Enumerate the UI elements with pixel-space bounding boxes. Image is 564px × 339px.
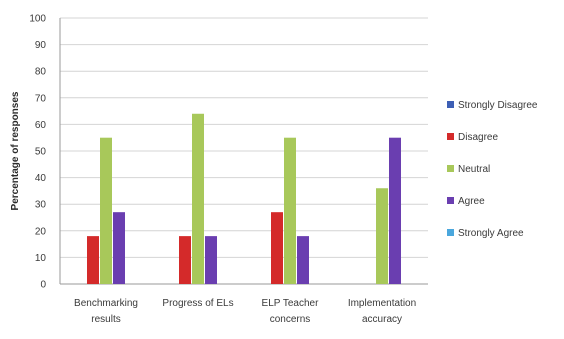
y-tick-label: 20: [35, 226, 47, 237]
legend-swatch: [447, 101, 454, 108]
y-axis-title: Percentage of responses: [10, 91, 21, 210]
bar-disagree: [271, 212, 283, 284]
y-tick-label: 30: [35, 200, 47, 211]
legend-label: Strongly Disagree: [458, 100, 538, 111]
legend-swatch: [447, 229, 454, 236]
y-tick-label: 80: [35, 67, 47, 78]
category-label: accuracy: [362, 314, 402, 325]
bar-neutral: [192, 113, 204, 284]
y-tick-label: 10: [35, 253, 47, 264]
legend-label: Disagree: [458, 132, 498, 143]
category-label: Progress of ELs: [162, 298, 233, 309]
category-labels: Benchmarking results Progress of ELs ELP Te…: [74, 298, 416, 325]
legend-swatch: [447, 165, 454, 172]
y-tick-labels: 0 10 20 30 40 50 60 70 80 90 100: [29, 14, 46, 291]
bar-neutral: [376, 188, 388, 284]
bar-agree: [113, 212, 125, 284]
bars: [87, 113, 401, 284]
legend-label: Agree: [458, 196, 485, 207]
y-tick-label: 40: [35, 173, 47, 184]
category-label: concerns: [270, 314, 311, 325]
bar-neutral: [100, 137, 112, 284]
y-tick-label: 100: [29, 14, 46, 25]
legend-label: Neutral: [458, 164, 490, 175]
bar-agree: [297, 236, 309, 284]
bar-disagree: [179, 236, 191, 284]
legend-label: Strongly Agree: [458, 228, 524, 239]
bar-agree: [205, 236, 217, 284]
y-tick-label: 50: [35, 147, 47, 158]
y-tick-label: 60: [35, 120, 47, 131]
bar-disagree: [87, 236, 99, 284]
category-label: results: [91, 314, 120, 325]
y-tick-label: 70: [35, 93, 47, 104]
legend-swatch: [447, 133, 454, 140]
legend: Strongly Disagree Disagree Neutral Agree Str…: [447, 100, 538, 239]
category-label: Benchmarking: [74, 298, 138, 309]
category-label: ELP Teacher: [262, 298, 320, 309]
y-tick-label: 0: [40, 280, 46, 291]
legend-swatch: [447, 197, 454, 204]
category-label: Implementation: [348, 298, 416, 309]
y-tick-label: 90: [35, 40, 47, 51]
bar-agree: [389, 137, 401, 284]
bar-neutral: [284, 137, 296, 284]
